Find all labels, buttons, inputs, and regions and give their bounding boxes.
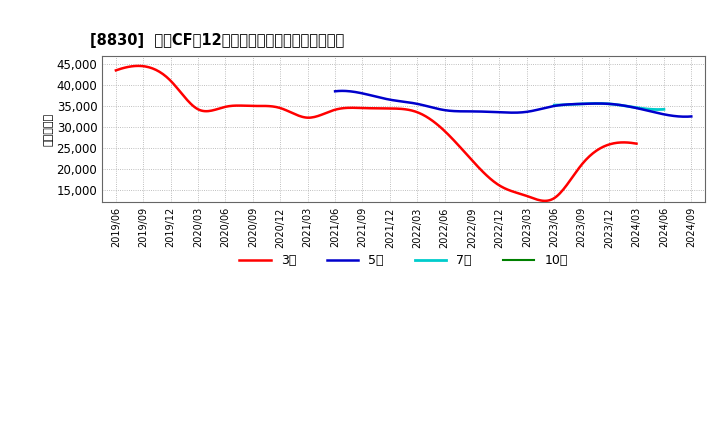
Text: [8830]  営業CFの12か月移動合計の標準偏差の推移: [8830] 営業CFの12か月移動合計の標準偏差の推移 (90, 33, 344, 48)
Legend: 3年, 5年, 7年, 10年: 3年, 5年, 7年, 10年 (234, 249, 573, 272)
Y-axis label: （百万円）: （百万円） (44, 113, 54, 146)
